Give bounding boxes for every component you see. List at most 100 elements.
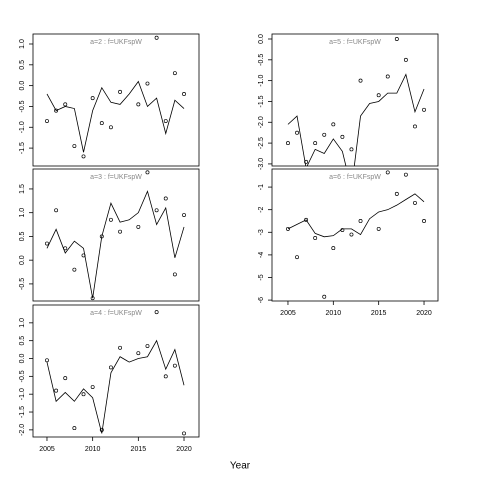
- data-point: [99, 121, 104, 126]
- panel-title: a=5 : f=UKFspW: [329, 39, 381, 46]
- data-point: [403, 57, 408, 62]
- y-tick-label: -0.5: [19, 370, 26, 382]
- data-point: [72, 267, 77, 272]
- y-tick-label: -1.0: [258, 74, 265, 86]
- data-point: [182, 431, 186, 436]
- data-point: [394, 37, 399, 41]
- y-tick-label: 1.0: [19, 208, 26, 218]
- data-point: [63, 102, 68, 107]
- data-point: [304, 159, 309, 164]
- data-point: [118, 89, 123, 94]
- y-tick-label: 1.5: [19, 184, 26, 194]
- y-tick-label: 0.0: [19, 255, 26, 265]
- data-point: [163, 374, 168, 379]
- data-point: [99, 234, 104, 239]
- x-tick-label: 2015: [131, 446, 147, 453]
- y-tick-label: -2: [258, 206, 265, 212]
- series-line: [46, 339, 185, 434]
- panel-title: a=6 : f=UKFspW: [329, 174, 381, 181]
- y-tick-label: 0.5: [19, 60, 26, 70]
- data-point: [108, 217, 113, 222]
- data-point: [403, 172, 408, 177]
- panel-frame: [32, 304, 200, 438]
- data-point: [45, 241, 49, 246]
- series-line: [287, 193, 425, 238]
- data-point: [108, 125, 113, 130]
- y-tick-label: -2.5: [258, 137, 265, 149]
- panel-title: a=4 : f=UKFspW: [90, 310, 142, 317]
- data-point: [72, 426, 77, 431]
- data-point: [182, 213, 186, 218]
- y-tick-label: 1.0: [19, 39, 26, 49]
- data-point: [304, 217, 309, 222]
- data-point: [313, 141, 318, 146]
- data-point: [145, 81, 150, 86]
- data-point: [340, 228, 345, 232]
- data-point: [118, 345, 123, 350]
- y-tick-label: -2.0: [258, 116, 265, 128]
- plot-area: [286, 37, 426, 166]
- data-point: [163, 119, 168, 123]
- data-point: [54, 208, 59, 213]
- series-line: [46, 190, 185, 299]
- data-point: [349, 232, 354, 237]
- x-tick-label: 2010: [85, 446, 101, 453]
- plot-area: [45, 35, 186, 159]
- data-point: [413, 200, 417, 205]
- y-tick-label: -4: [258, 252, 265, 258]
- data-point: [63, 246, 68, 251]
- data-point: [163, 196, 168, 201]
- data-point: [422, 219, 426, 223]
- data-point: [182, 92, 186, 96]
- data-point: [295, 130, 299, 135]
- series-line: [46, 80, 185, 153]
- data-point: [81, 392, 86, 397]
- data-point: [136, 224, 141, 229]
- plot-area: [45, 170, 186, 301]
- data-point: [45, 358, 49, 363]
- panel-title: a=2 : f=UKFspW: [90, 39, 142, 46]
- data-point: [413, 124, 417, 129]
- x-tick-label: 2015: [371, 310, 387, 317]
- data-point: [118, 229, 123, 234]
- data-point: [313, 235, 318, 240]
- data-point: [54, 388, 59, 393]
- y-tick-label: -1.5: [19, 142, 26, 154]
- data-point: [295, 255, 299, 260]
- panel-frame: [32, 33, 200, 167]
- data-point: [136, 102, 141, 107]
- data-point: [154, 310, 159, 315]
- data-point: [358, 78, 363, 83]
- y-tick-label: -3.0: [258, 158, 265, 170]
- data-point: [90, 385, 95, 390]
- panel-frame: [271, 33, 439, 167]
- data-point: [81, 253, 86, 258]
- data-point: [349, 147, 354, 152]
- y-tick-label: 1.0: [19, 318, 26, 328]
- data-point: [172, 272, 177, 277]
- data-point: [331, 122, 336, 127]
- data-point: [286, 141, 290, 146]
- x-tick-label: 2020: [416, 310, 432, 317]
- x-tick-label: 2005: [280, 310, 296, 317]
- data-point: [154, 35, 159, 40]
- data-point: [90, 296, 95, 301]
- data-point: [172, 71, 177, 76]
- data-point: [63, 376, 68, 381]
- data-point: [340, 134, 345, 139]
- x-tick-label: 2010: [326, 310, 342, 317]
- data-point: [422, 107, 426, 112]
- y-tick-label: 0.5: [19, 231, 26, 241]
- panel-frame: [271, 168, 439, 302]
- data-point: [136, 351, 141, 356]
- data-point: [99, 427, 104, 432]
- y-tick-label: -1.0: [19, 388, 26, 400]
- y-tick-label: 0.0: [19, 81, 26, 91]
- data-point: [172, 363, 177, 368]
- data-point: [81, 154, 86, 159]
- panel-title: a=3 : f=UKFspW: [90, 174, 142, 181]
- data-point: [385, 170, 390, 175]
- data-point: [331, 246, 336, 251]
